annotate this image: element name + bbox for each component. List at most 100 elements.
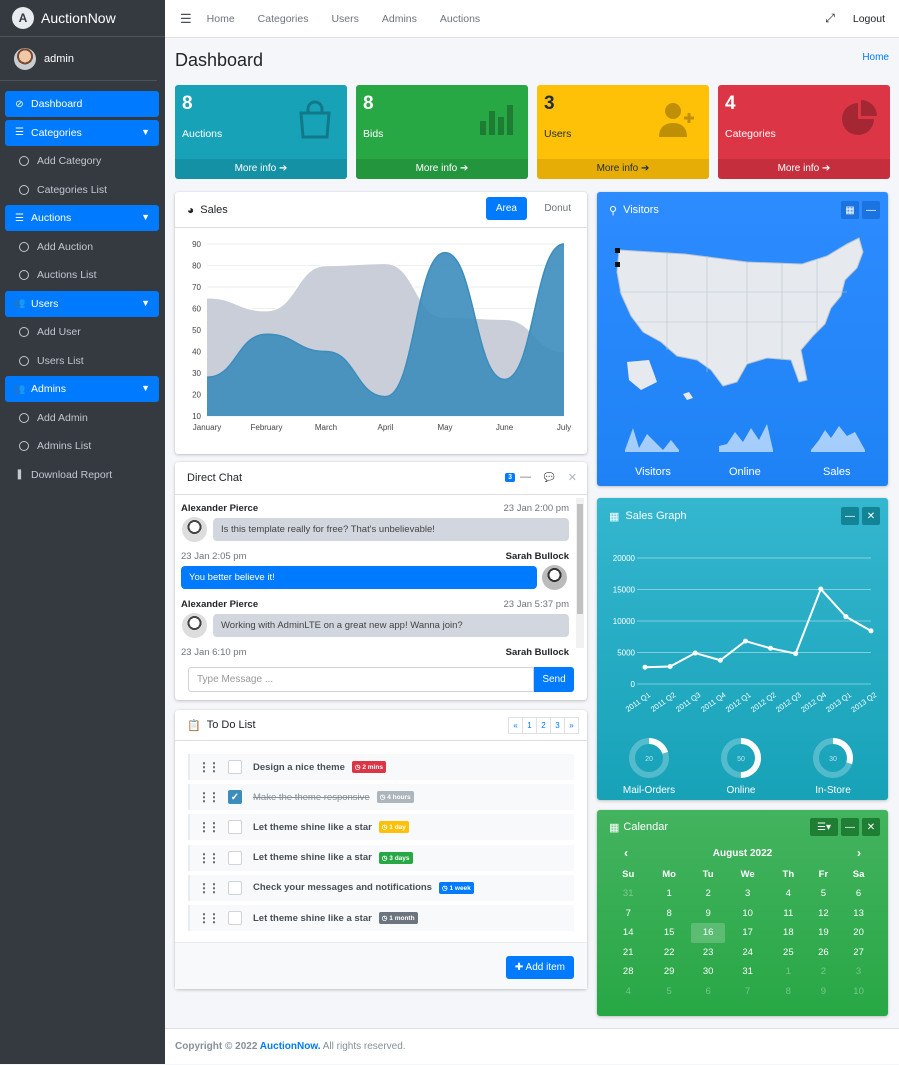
calendar-day[interactable]: 7	[625, 907, 631, 919]
calendar-day[interactable]: 25	[783, 946, 794, 958]
calendar-day[interactable]: 19	[818, 927, 829, 939]
fullscreen-icon[interactable]: ⤢	[825, 11, 835, 25]
page-link[interactable]: «	[508, 717, 523, 734]
todo-checkbox[interactable]	[228, 880, 242, 895]
calendar-day[interactable]: 28	[622, 966, 634, 978]
breadcrumb[interactable]: Home	[862, 52, 889, 63]
knob-online[interactable]: 50 Online	[711, 736, 771, 796]
drag-handle-icon[interactable]: ⋮⋮	[198, 820, 220, 835]
minus-icon[interactable]: —	[841, 507, 859, 525]
calendar-day[interactable]: 14	[622, 927, 634, 939]
calendar-day[interactable]: 1	[785, 966, 791, 978]
calendar-day[interactable]: 5	[666, 985, 672, 997]
calendar-day[interactable]: 17	[742, 927, 753, 939]
nav-link-users[interactable]: Users	[331, 12, 359, 25]
close-icon[interactable]: ✕	[862, 818, 880, 836]
sidebar-item-auctions-list[interactable]: Auctions List	[5, 262, 159, 288]
calendar-day[interactable]: 24	[742, 946, 753, 958]
logout-link[interactable]: Logout	[852, 12, 885, 25]
calendar-day[interactable]: 12	[818, 907, 829, 919]
chevron-left-icon[interactable]: ‹	[624, 846, 628, 860]
calendar-day[interactable]: 9	[820, 985, 827, 997]
sidebar-item-dashboard[interactable]: ⊘ Dashboard	[5, 91, 159, 117]
calendar-day[interactable]: 18	[783, 927, 794, 939]
calendar-day[interactable]: 9	[705, 907, 711, 919]
todo-item[interactable]: ⋮⋮ Let theme shine like a star ◷ 1 day	[188, 814, 574, 841]
calendar-day[interactable]: 27	[853, 946, 864, 958]
todo-checkbox[interactable]: ✓	[228, 790, 242, 805]
calendar-day[interactable]: 5	[820, 888, 827, 900]
todo-checkbox[interactable]	[228, 911, 242, 925]
more-info-link[interactable]: More info ➔	[718, 159, 890, 179]
more-info-link[interactable]: More info ➔	[537, 159, 709, 179]
page-link[interactable]: 2	[536, 717, 551, 734]
calendar-day[interactable]: 10	[742, 907, 753, 919]
tab-area[interactable]: Area	[485, 197, 527, 220]
calendar-day[interactable]: 16	[690, 923, 726, 943]
comments-icon[interactable]: 💬	[543, 472, 555, 482]
calendar-day[interactable]: 26	[818, 946, 829, 958]
sidebar-item-admins[interactable]: 👥 Admins ▼	[5, 376, 159, 402]
todo-item[interactable]: ⋮⋮ ✓ Make the theme responsive ◷ 4 hours	[188, 784, 574, 811]
user-panel[interactable]: admin	[0, 37, 157, 81]
calendar-day[interactable]: 30	[702, 966, 714, 978]
calendar-day[interactable]: 2	[820, 966, 827, 978]
send-button[interactable]: Send	[534, 667, 574, 692]
calendar-icon[interactable]: ▦	[841, 201, 859, 219]
todo-checkbox[interactable]	[228, 760, 242, 774]
calendar-day[interactable]: 11	[783, 907, 794, 919]
sidebar-item-admins-list[interactable]: Admins List	[5, 433, 159, 459]
calendar-day[interactable]: 20	[853, 927, 864, 939]
tab-donut[interactable]: Donut	[544, 203, 571, 214]
todo-checkbox[interactable]	[228, 820, 242, 835]
calendar-day[interactable]: 10	[853, 985, 864, 997]
calendar-day[interactable]: 6	[855, 888, 862, 900]
minus-icon[interactable]: —	[520, 471, 531, 483]
minus-icon[interactable]: —	[862, 201, 880, 219]
minus-icon[interactable]: —	[841, 818, 859, 836]
sidebar-item-add-auction[interactable]: Add Auction	[5, 234, 159, 260]
more-info-link[interactable]: More info ➔	[175, 159, 347, 179]
close-icon[interactable]: ✕	[567, 472, 577, 484]
calendar-day[interactable]: 3	[745, 888, 751, 900]
calendar-day[interactable]: 7	[745, 985, 751, 997]
nav-link-home[interactable]: Home	[206, 12, 235, 25]
drag-handle-icon[interactable]: ⋮⋮	[198, 911, 220, 925]
drag-handle-icon[interactable]: ⋮⋮	[198, 850, 220, 865]
menu-icon[interactable]: ☰	[180, 10, 192, 26]
sidebar-item-add-admin[interactable]: Add Admin	[5, 405, 159, 431]
calendar-day[interactable]: 6	[705, 985, 711, 997]
calendar-day[interactable]: 2	[705, 888, 711, 900]
calendar-day[interactable]: 13	[853, 907, 864, 919]
sidebar-item-categories[interactable]: ☰ Categories ▼	[5, 119, 159, 146]
sidebar-item-users[interactable]: 👥 Users ▼	[5, 290, 159, 317]
calendar-day[interactable]: 15	[663, 927, 675, 939]
todo-item[interactable]: ⋮⋮ Let theme shine like a star ◷ 1 month	[188, 905, 574, 931]
calendar-day[interactable]: 4	[625, 985, 631, 997]
footer-brand-link[interactable]: AuctionNow.	[259, 1041, 321, 1052]
calendar-day[interactable]: 22	[663, 946, 675, 958]
calendar-day[interactable]: 31	[622, 888, 634, 900]
bars-dropdown-icon[interactable]: ☰▾	[810, 818, 838, 836]
brand[interactable]: A AuctionNow	[0, 0, 165, 37]
more-info-link[interactable]: More info ➔	[356, 159, 528, 179]
sidebar-item-categories-list[interactable]: Categories List	[5, 177, 159, 203]
calendar-day[interactable]: 23	[702, 946, 714, 958]
message-input[interactable]: Type Message ...	[188, 667, 534, 692]
scrollbar[interactable]	[576, 498, 584, 648]
drag-handle-icon[interactable]: ⋮⋮	[198, 790, 220, 805]
page-link[interactable]: 3	[550, 717, 565, 734]
page-link[interactable]: 1	[522, 717, 537, 734]
calendar-day[interactable]: 4	[785, 888, 791, 900]
calendar-day[interactable]: 8	[666, 907, 672, 919]
todo-checkbox[interactable]	[228, 850, 242, 865]
nav-link-auctions[interactable]: Auctions	[439, 12, 481, 25]
nav-link-categories[interactable]: Categories	[257, 12, 309, 25]
knob-mail-orders[interactable]: 20 Mail-Orders	[619, 736, 679, 796]
nav-link-admins[interactable]: Admins	[381, 12, 417, 25]
calendar-day[interactable]: 21	[622, 946, 634, 958]
todo-item[interactable]: ⋮⋮ Let theme shine like a star ◷ 3 days	[188, 844, 574, 871]
sidebar-item-add-user[interactable]: Add User	[5, 319, 159, 345]
sidebar-item-auctions[interactable]: ☰ Auctions ▼	[5, 205, 159, 231]
add-item-button[interactable]: ✚ Add item	[505, 956, 574, 979]
